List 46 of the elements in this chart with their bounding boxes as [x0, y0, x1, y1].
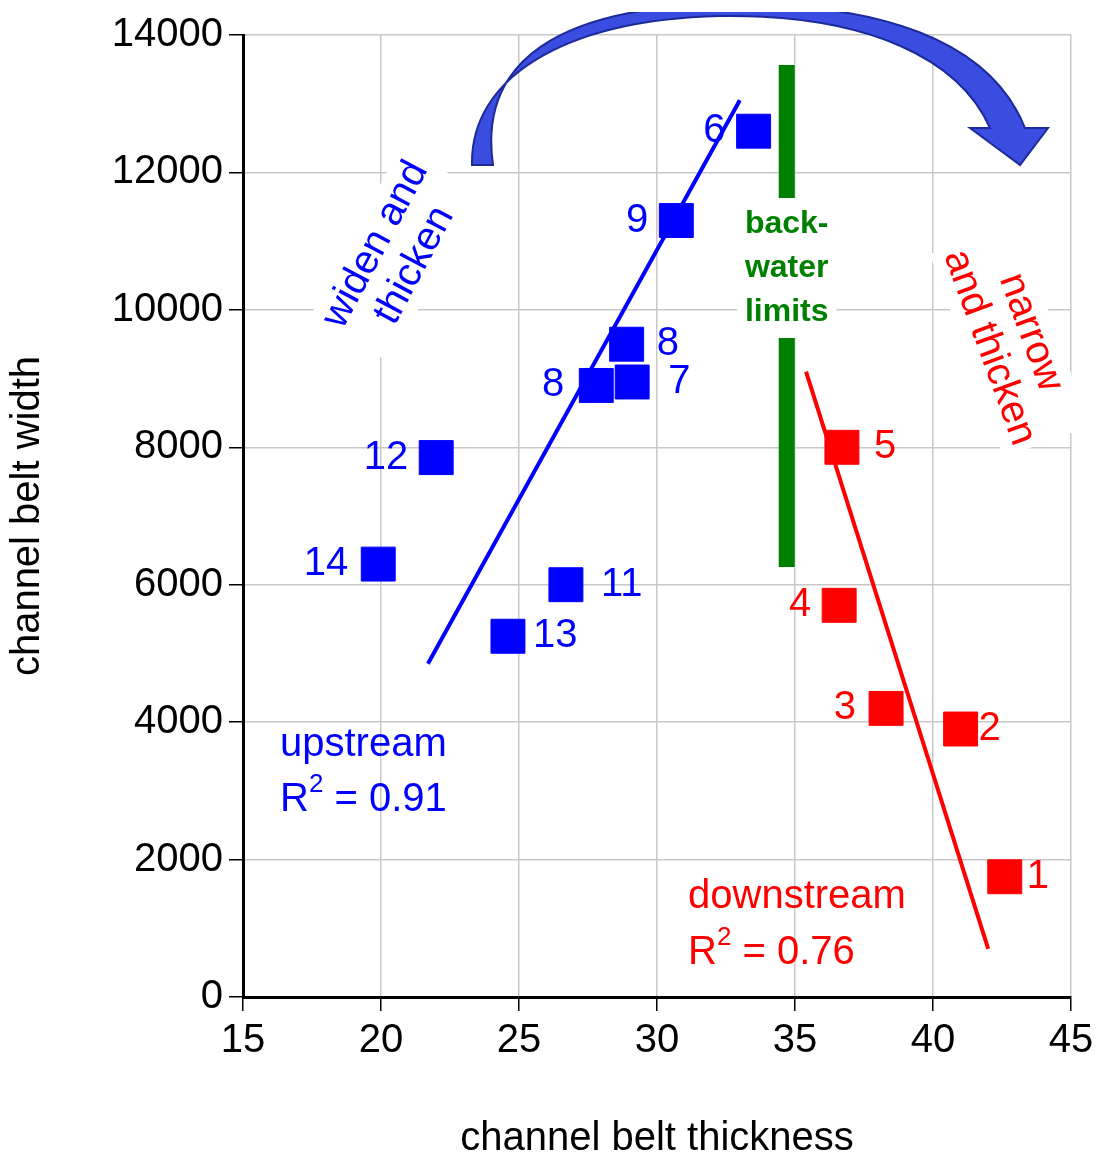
y-axis-title: channel belt width [3, 355, 48, 677]
annotation: 1 [1026, 851, 1050, 896]
annotation: 3 [833, 683, 857, 728]
x-tick-label: 25 [496, 1016, 542, 1061]
point [490, 618, 526, 654]
y-tick-label: 10000 [111, 284, 223, 329]
point [868, 690, 904, 726]
x-tick-label: 35 [772, 1016, 818, 1061]
annotation: downstream [688, 872, 906, 917]
y-tick-label: 12000 [111, 147, 223, 192]
point [360, 546, 396, 582]
y-tick-label: 4000 [134, 697, 223, 742]
point [609, 326, 645, 362]
point [987, 859, 1023, 895]
x-tick-label: 20 [358, 1016, 404, 1061]
x-tick-label: 30 [634, 1016, 680, 1061]
annotation: 2 [978, 704, 1001, 749]
annotation: 8 [542, 360, 565, 405]
y-tick-label: 8000 [134, 422, 223, 467]
annotation: 13 [532, 611, 578, 656]
annotation: 4 [788, 580, 812, 625]
x-tick-label: 45 [1048, 1016, 1094, 1061]
x-tick-label: 15 [220, 1016, 266, 1061]
x-tick-label: 40 [910, 1016, 956, 1061]
annotation: 12 [363, 432, 409, 477]
y-tick-label: 14000 [111, 10, 223, 55]
annotation: upstream [280, 720, 447, 765]
point [614, 364, 650, 400]
annotation: 5 [873, 422, 897, 467]
point [578, 367, 614, 403]
point [824, 429, 860, 465]
annotation: 9 [626, 195, 649, 240]
annotation: narrow and thicken [936, 242, 1076, 451]
y-tick-label: 6000 [134, 559, 223, 604]
point [658, 203, 694, 238]
ref-line-label: back- water limits [743, 203, 829, 328]
point [736, 113, 772, 149]
point [943, 711, 979, 747]
point [418, 440, 454, 476]
point [548, 567, 584, 603]
x-axis-title: channel belt thickness [460, 1114, 854, 1159]
annotation: 11 [600, 559, 643, 604]
y-tick-label: 0 [200, 972, 223, 1017]
annotation: 14 [303, 539, 349, 584]
point [821, 587, 857, 623]
y-tick-label: 2000 [134, 834, 223, 879]
